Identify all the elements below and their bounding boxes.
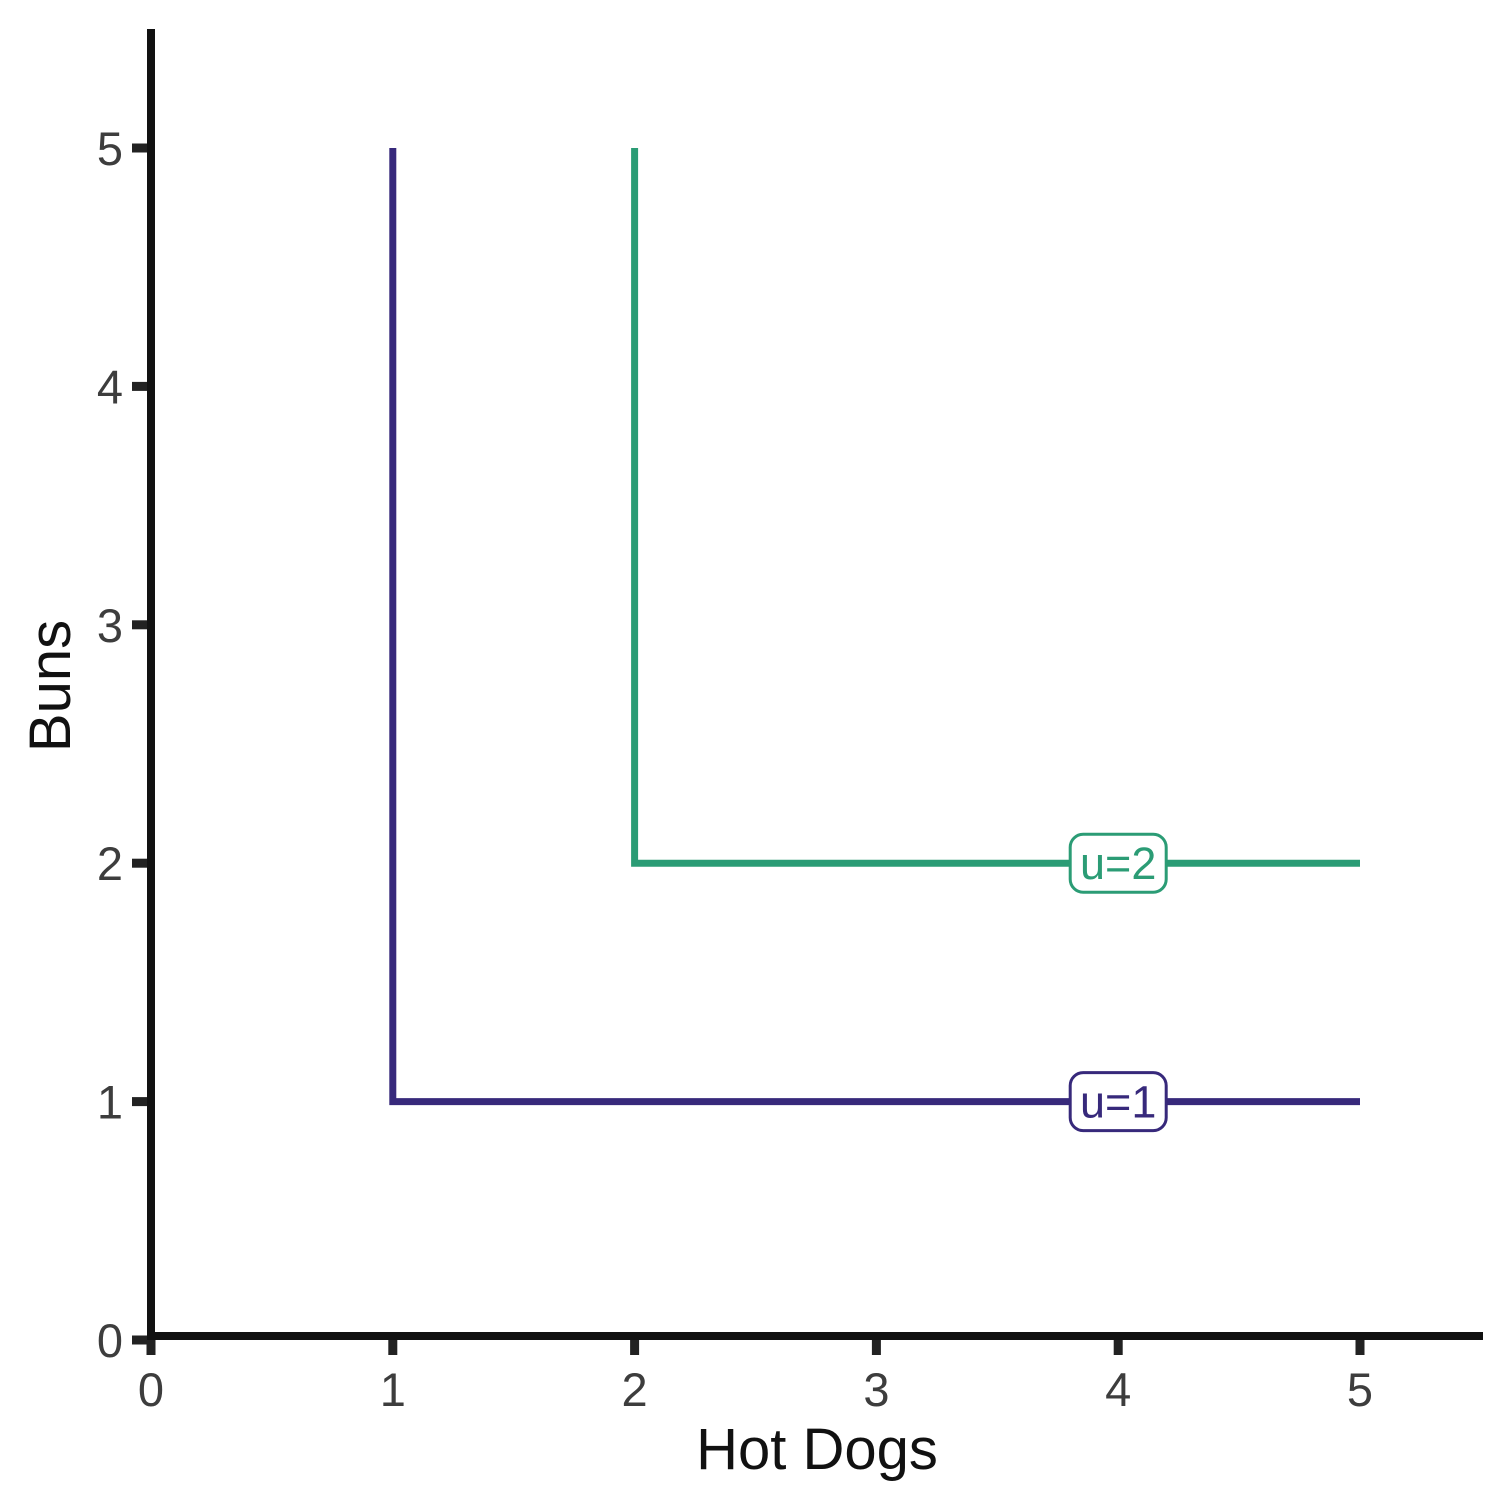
x-axis-title: Hot Dogs: [696, 1417, 938, 1482]
x-tick: [871, 1340, 881, 1355]
x-axis-line: [147, 1332, 1483, 1340]
x-tick-label: 4: [1105, 1363, 1131, 1416]
series-layer: [389, 148, 1360, 1106]
x-tick: [146, 1340, 156, 1355]
y-tick-label: 5: [97, 122, 123, 175]
y-tick-label: 1: [97, 1076, 123, 1129]
curve-label-layer: u=1 u=2: [1068, 832, 1168, 1133]
y-tick: [132, 381, 147, 391]
x-tick: [630, 1340, 640, 1355]
tick-layer: 0 1 2 3 4 5 0 1 2 3 4 5: [97, 122, 1373, 1416]
indifference-curve-u2: [631, 148, 1360, 867]
curve-label-text: u=2: [1080, 838, 1156, 889]
x-tick: [1113, 1340, 1123, 1355]
curve-label-box: [1068, 1071, 1168, 1133]
y-axis-line: [147, 29, 155, 1340]
y-tick: [132, 858, 147, 868]
curve-label-text: u=1: [1080, 1077, 1156, 1128]
y-tick-label: 3: [97, 599, 123, 652]
x-tick: [388, 1340, 398, 1355]
curve-label-u1: u=1: [1068, 1071, 1168, 1133]
curve-label-u2: u=2: [1068, 832, 1168, 894]
y-tick: [132, 620, 147, 630]
y-tick: [132, 143, 147, 153]
axes-layer: [147, 29, 1483, 1340]
y-tick-label: 4: [97, 360, 123, 413]
y-tick-label: 0: [97, 1314, 123, 1367]
y-tick-label: 2: [97, 837, 123, 890]
curve-label-box: [1068, 832, 1168, 894]
indifference-curve-u1: [389, 148, 1360, 1106]
y-tick: [132, 1335, 147, 1345]
y-tick: [132, 1097, 147, 1107]
x-tick-label: 5: [1347, 1363, 1373, 1416]
y-axis-title: Buns: [18, 620, 83, 752]
x-tick-label: 2: [622, 1363, 648, 1416]
x-tick-label: 0: [138, 1363, 164, 1416]
x-tick: [1355, 1340, 1365, 1355]
x-tick-label: 3: [863, 1363, 889, 1416]
x-tick-label: 1: [380, 1363, 406, 1416]
